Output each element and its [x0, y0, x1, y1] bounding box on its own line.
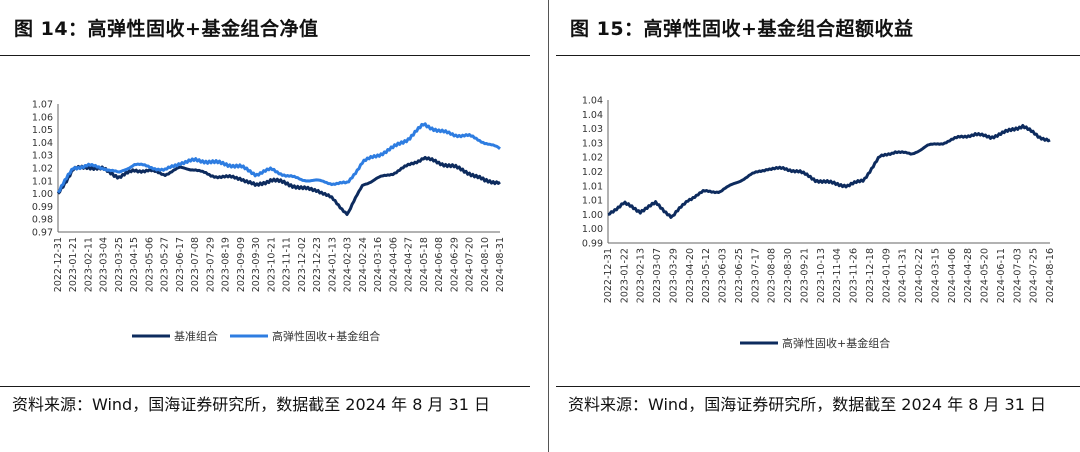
- x-tick-label: 2023-05-27: [160, 237, 171, 292]
- y-tick-label: 1.04: [32, 138, 53, 149]
- x-tick-label: 2023-05-06: [144, 237, 155, 292]
- y-tick-label: 1.03: [582, 124, 603, 135]
- x-tick-label: 2023-07-17: [750, 248, 761, 303]
- x-tick-label: 2024-03-15: [930, 248, 941, 303]
- x-tick-label: 2023-12-23: [312, 237, 323, 292]
- source-rule: [0, 386, 530, 387]
- x-tick-label: 2024-06-08: [434, 237, 445, 292]
- title-rule: [0, 55, 530, 56]
- y-tick-label: 1.03: [582, 138, 603, 149]
- x-tick-label: 2024-02-24: [358, 237, 369, 292]
- x-tick-label: 2023-01-22: [619, 248, 630, 303]
- y-tick-label: 1.07: [32, 100, 53, 111]
- figure-14-title: 图 14：高弹性固收+基金组合净值: [14, 18, 319, 40]
- x-tick-label: 2023-09-21: [799, 248, 810, 303]
- x-tick-label: 2023-07-08: [190, 237, 201, 292]
- y-tick-label: 1.00: [582, 210, 603, 221]
- x-tick-label: 2023-03-07: [652, 248, 663, 303]
- x-tick-label: 2024-03-16: [373, 237, 384, 292]
- x-tick-label: 2023-06-17: [175, 237, 186, 292]
- title-rule: [556, 55, 1080, 56]
- x-tick-label: 2024-02-22: [914, 248, 925, 303]
- x-tick-label: 2024-02-03: [343, 237, 354, 292]
- figure-14-source: 资料来源：Wind，国海证券研究所，数据截至 2024 年 8 月 31 日: [12, 395, 490, 414]
- figure-15-title: 图 15：高弹性固收+基金组合超额收益: [570, 18, 914, 40]
- x-tick-label: 2023-02-13: [636, 248, 647, 303]
- x-tick-label: 2024-05-18: [419, 237, 430, 292]
- x-tick-label: 2023-09-30: [251, 237, 262, 292]
- x-tick-label: 2023-07-29: [205, 237, 216, 292]
- x-tick-label: 2024-07-25: [1029, 248, 1040, 303]
- x-tick-label: 2023-03-04: [99, 237, 110, 292]
- x-tick-label: 2023-09-09: [236, 237, 247, 292]
- x-tick-label: 2024-07-20: [465, 237, 476, 292]
- x-tick-label: 2023-06-25: [734, 248, 745, 303]
- x-tick-label: 2023-06-03: [718, 248, 729, 303]
- x-tick-label: 2024-04-06: [947, 248, 958, 303]
- x-tick-label: 2024-06-29: [449, 237, 460, 292]
- x-tick-label: 2023-02-11: [83, 237, 94, 292]
- y-tick-label: 1.02: [32, 164, 53, 175]
- x-tick-label: 2024-04-28: [963, 248, 974, 303]
- x-tick-label: 2023-03-25: [114, 237, 125, 292]
- series-line: [56, 122, 501, 194]
- legend-label: 基准组合: [174, 329, 218, 343]
- series-line: [607, 124, 1051, 219]
- x-tick-label: 2023-11-26: [849, 248, 860, 303]
- y-tick-label: 1.01: [32, 176, 53, 187]
- y-tick-label: 1.03: [32, 151, 53, 162]
- x-tick-label: 2023-05-12: [701, 248, 712, 303]
- x-tick-label: 2022-12-31: [603, 248, 614, 303]
- x-tick-label: 2023-08-19: [221, 237, 232, 292]
- y-tick-label: 1.01: [582, 196, 603, 207]
- y-tick-label: 0.98: [32, 215, 53, 226]
- x-tick-label: 2023-11-04: [832, 248, 843, 303]
- x-tick-label: 2024-01-31: [898, 248, 909, 303]
- x-tick-label: 2024-01-13: [327, 237, 338, 292]
- y-tick-label: 1.00: [582, 224, 603, 235]
- x-tick-label: 2024-06-11: [996, 248, 1007, 303]
- x-tick-label: 2023-10-13: [816, 248, 827, 303]
- x-tick-label: 2024-01-09: [881, 248, 892, 303]
- y-tick-label: 1.02: [582, 153, 603, 164]
- x-tick-label: 2024-07-03: [1012, 248, 1023, 303]
- x-tick-label: 2024-08-16: [1045, 248, 1056, 303]
- y-tick-label: 1.00: [32, 189, 53, 200]
- y-tick-label: 1.04: [582, 96, 603, 107]
- figure-15-chart: 1.04 1.04 1.03 1.03 1.02 1.02 1.01 1.01 1.00 1.00…: [582, 96, 1056, 351]
- y-tick-label: 1.04: [582, 110, 603, 121]
- source-rule: [556, 386, 1080, 387]
- x-tick-label: 2024-08-31: [495, 237, 506, 292]
- y-tick-label: 1.06: [32, 112, 53, 123]
- y-tick-label: 1.02: [582, 167, 603, 178]
- x-tick-label: 2023-11-11: [282, 237, 293, 292]
- x-tick-label: 2023-10-21: [266, 237, 277, 292]
- y-tick-label: 1.05: [32, 125, 53, 136]
- x-tick-label: 2022-12-31: [53, 237, 64, 292]
- y-tick-label: 1.01: [582, 181, 603, 192]
- x-tick-label: 2023-01-21: [68, 237, 79, 292]
- figure-14-panel: 图 14：高弹性固收+基金组合净值 1.07 1.06 1.05 1.04 1.03 1.…: [0, 18, 530, 414]
- legend-label: 高弹性固收+基金组合: [782, 336, 890, 350]
- figure-15-panel: 图 15：高弹性固收+基金组合超额收益 1.04 1.04 1.03 1.03 1.02…: [556, 0, 1080, 452]
- x-tick-label: 2023-08-30: [783, 248, 794, 303]
- x-tick-label: 2023-08-08: [767, 248, 778, 303]
- x-tick-label: 2023-12-02: [297, 237, 308, 292]
- y-tick-label: 0.99: [582, 239, 603, 250]
- x-tick-label: 2023-03-29: [668, 248, 679, 303]
- legend-label: 高弹性固收+基金组合: [272, 329, 380, 343]
- x-tick-label: 2023-12-18: [865, 248, 876, 303]
- x-tick-label: 2024-05-20: [980, 248, 991, 303]
- figure-15-source: 资料来源：Wind，国海证券研究所，数据截至 2024 年 8 月 31 日: [568, 395, 1046, 414]
- figure-14-chart: 1.071.06 1.05 1.04 1.03 1.021.01 1.00 0.99 0.98…: [32, 100, 506, 344]
- panel-divider: [548, 0, 549, 452]
- x-tick-label: 2023-04-20: [685, 248, 696, 303]
- y-tick-label: 0.97: [32, 228, 53, 239]
- x-tick-label: 2024-04-06: [388, 237, 399, 292]
- x-tick-label: 2024-04-27: [404, 237, 415, 292]
- x-tick-label: 2023-04-15: [129, 237, 140, 292]
- y-tick-label: 0.99: [32, 202, 53, 213]
- x-tick-label: 2024-08-10: [480, 237, 491, 292]
- series-line: [56, 155, 501, 216]
